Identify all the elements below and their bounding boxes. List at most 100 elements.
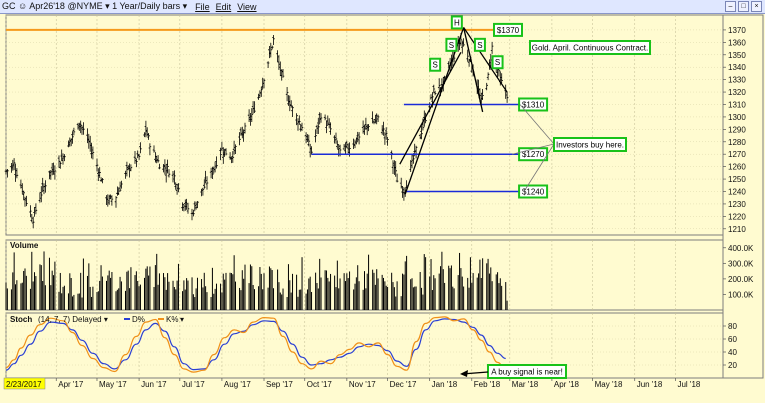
price-bar — [152, 145, 156, 153]
minimize-icon[interactable]: – — [725, 1, 736, 12]
legend-label: K% — [166, 315, 178, 324]
price-bar — [215, 156, 218, 169]
price-bar — [433, 90, 437, 96]
price-bar — [382, 121, 385, 136]
price-bar — [201, 187, 205, 196]
shoulder-label-box — [491, 55, 504, 70]
callout-line — [523, 143, 555, 192]
price-bar — [71, 131, 74, 144]
price-bar — [231, 151, 235, 163]
date-tick-label: Dec '17 — [390, 380, 417, 389]
price-bar — [205, 176, 209, 190]
price-bar — [63, 154, 66, 162]
price-tick-label: 1300 — [728, 113, 746, 122]
price-bar — [270, 45, 274, 50]
price-tick-label: 1230 — [728, 200, 746, 209]
investors-note-text: Investors buy here. — [556, 141, 624, 150]
price-bar — [110, 195, 114, 206]
contract-note-box — [529, 40, 651, 55]
price-tick-label: 1340 — [728, 63, 746, 72]
date-tick-label: Jun '18 — [637, 380, 663, 389]
date-tick-label: May '17 — [99, 380, 127, 389]
price-bar — [98, 167, 101, 178]
buy-signal-note: A buy signal is near! — [487, 364, 567, 379]
price-bar — [15, 168, 19, 179]
price-bar — [325, 120, 328, 134]
legend-dropdown-icon: ▾ — [180, 315, 184, 324]
price-bar — [323, 114, 327, 121]
date-tick-label: 2/23/2017 — [6, 380, 42, 389]
price-bar — [129, 164, 133, 172]
price-bar — [481, 89, 484, 100]
price-bar — [79, 120, 82, 134]
price-bar — [114, 196, 118, 208]
price-bar — [12, 158, 16, 171]
price-bar — [166, 159, 169, 174]
trend-line — [462, 27, 484, 113]
price-bar — [272, 35, 275, 45]
price-bar — [177, 183, 180, 193]
date-tick-label: Jan '18 — [432, 380, 458, 389]
price-bar — [53, 165, 57, 180]
price-bar — [82, 122, 85, 135]
window-controls: – □ × — [725, 1, 762, 12]
callout-line — [519, 104, 555, 145]
price-bar — [319, 113, 323, 123]
price-bar — [253, 101, 256, 113]
price-bar — [386, 137, 389, 146]
price-bar — [250, 108, 254, 122]
price-bar — [384, 127, 388, 140]
price-tick-label: 1220 — [728, 212, 746, 221]
support-label-1310-box — [518, 97, 549, 112]
stoch-params: (14, 7, 7) Delayed ▾ — [38, 315, 108, 324]
price-bar — [295, 113, 298, 126]
price-bar — [505, 91, 509, 103]
close-icon[interactable]: × — [751, 1, 762, 12]
price-bars — [4, 33, 509, 229]
price-bar — [260, 86, 263, 97]
menu-file[interactable]: File — [195, 1, 210, 12]
menu-edit[interactable]: Edit — [215, 1, 232, 12]
price-bar — [133, 151, 137, 164]
price-bar — [34, 203, 38, 215]
price-tick-label: 1310 — [728, 100, 746, 109]
trend-line — [404, 27, 465, 195]
price-bar — [310, 146, 313, 155]
head-label: H — [450, 15, 463, 30]
price-bar — [281, 69, 285, 78]
price-tick-label: 1250 — [728, 175, 746, 184]
volume-tick-label: 200.0K — [728, 275, 754, 284]
callout-line — [511, 143, 555, 155]
price-bar — [44, 180, 47, 193]
support-label-1270-text: $1270 — [522, 150, 545, 159]
price-bar — [334, 132, 338, 144]
price-bar — [329, 122, 332, 135]
price-bar — [91, 146, 95, 160]
shoulder-label: S — [445, 37, 458, 52]
shoulder-label-text: S — [477, 41, 482, 50]
menu-view[interactable]: View — [237, 1, 257, 12]
price-bar — [307, 134, 311, 147]
price-bar — [147, 133, 150, 140]
menu-bar: File Edit View — [195, 2, 256, 12]
price-bar — [224, 148, 228, 156]
resistance-label-text: $1370 — [497, 26, 520, 35]
price-bar — [266, 61, 270, 68]
maximize-icon[interactable]: □ — [738, 1, 749, 12]
shoulder-label-text: S — [495, 58, 500, 67]
volume-tick-label: 400.0K — [728, 244, 754, 253]
price-bar — [490, 41, 494, 54]
y-axis-strip — [722, 14, 764, 379]
window-title[interactable]: GC ☺ Apr26'18 @NYME ▾ 1 Year/Daily bars … — [2, 1, 188, 11]
price-bar — [269, 42, 273, 58]
price-bar — [395, 173, 399, 183]
price-bar — [25, 195, 28, 207]
volume-bars — [5, 251, 508, 310]
price-bar — [192, 209, 195, 217]
resistance-label-box — [493, 22, 523, 37]
price-bar — [196, 201, 199, 209]
price-bar — [500, 73, 503, 84]
date-tick-label: Jul '18 — [677, 380, 700, 389]
volume-tick-label: 100.0K — [728, 290, 754, 299]
